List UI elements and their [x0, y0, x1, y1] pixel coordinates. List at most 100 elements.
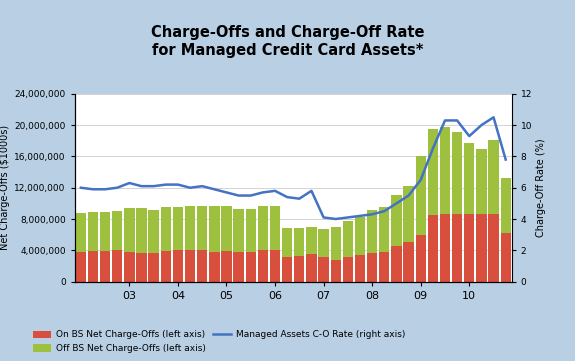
Bar	[258, 206, 268, 250]
Bar	[148, 253, 159, 282]
Managed Assets C-O Rate (right axis)	[90, 187, 97, 191]
Bar	[331, 227, 341, 260]
Bar	[416, 156, 426, 235]
Bar	[246, 209, 256, 252]
Bar	[185, 206, 196, 250]
Managed Assets C-O Rate (right axis)	[442, 118, 448, 123]
Bar	[367, 253, 377, 282]
Managed Assets C-O Rate (right axis)	[502, 157, 509, 162]
Managed Assets C-O Rate (right axis)	[235, 193, 242, 198]
Managed Assets C-O Rate (right axis)	[259, 190, 266, 195]
Bar	[464, 214, 474, 282]
Bar	[233, 209, 244, 252]
Bar	[112, 211, 122, 250]
Y-axis label: Net Charge-Offs ($1000s): Net Charge-Offs ($1000s)	[0, 125, 10, 250]
Bar	[355, 255, 365, 282]
Managed Assets C-O Rate (right axis)	[114, 186, 121, 190]
Managed Assets C-O Rate (right axis)	[454, 118, 461, 123]
Managed Assets C-O Rate (right axis)	[174, 182, 181, 187]
Bar	[172, 207, 183, 250]
Bar	[282, 257, 292, 282]
Bar	[124, 252, 135, 282]
Bar	[100, 251, 110, 282]
Bar	[306, 254, 317, 282]
Bar	[112, 250, 122, 282]
Bar	[391, 195, 401, 245]
Bar	[428, 215, 438, 282]
Managed Assets C-O Rate (right axis)	[417, 178, 424, 182]
Bar	[124, 208, 135, 252]
Managed Assets C-O Rate (right axis)	[162, 182, 169, 187]
Managed Assets C-O Rate (right axis)	[296, 196, 303, 201]
Bar	[172, 250, 183, 282]
Bar	[221, 206, 232, 251]
Bar	[416, 235, 426, 282]
Managed Assets C-O Rate (right axis)	[369, 212, 375, 217]
Bar	[306, 227, 317, 254]
Bar	[294, 256, 305, 282]
Bar	[331, 260, 341, 282]
Managed Assets C-O Rate (right axis)	[393, 201, 400, 205]
Managed Assets C-O Rate (right axis)	[478, 123, 485, 127]
Managed Assets C-O Rate (right axis)	[320, 215, 327, 219]
Bar	[160, 251, 171, 282]
Text: Charge-Offs and Charge-Off Rate
for Managed Credit Card Assets*: Charge-Offs and Charge-Off Rate for Mana…	[151, 25, 424, 58]
Bar	[258, 250, 268, 282]
Bar	[136, 253, 147, 282]
Bar	[76, 213, 86, 252]
Bar	[404, 243, 414, 282]
Bar	[488, 140, 499, 214]
Managed Assets C-O Rate (right axis)	[150, 184, 157, 188]
Bar	[197, 250, 208, 282]
Managed Assets C-O Rate (right axis)	[247, 193, 254, 198]
Bar	[404, 186, 414, 243]
Bar	[464, 143, 474, 214]
Bar	[100, 212, 110, 251]
Managed Assets C-O Rate (right axis)	[211, 187, 218, 191]
Bar	[270, 206, 280, 249]
Managed Assets C-O Rate (right axis)	[430, 147, 436, 151]
Managed Assets C-O Rate (right axis)	[126, 181, 133, 185]
Bar	[476, 149, 486, 214]
Bar	[355, 217, 365, 255]
Bar	[319, 229, 329, 257]
Bar	[282, 229, 292, 257]
Bar	[440, 127, 450, 214]
Bar	[185, 250, 196, 282]
Managed Assets C-O Rate (right axis)	[308, 189, 315, 193]
Bar	[476, 214, 486, 282]
Bar	[88, 251, 98, 282]
Bar	[428, 129, 438, 215]
Bar	[379, 207, 389, 252]
Bar	[500, 233, 511, 282]
Managed Assets C-O Rate (right axis)	[344, 215, 351, 219]
Managed Assets C-O Rate (right axis)	[223, 190, 230, 195]
Managed Assets C-O Rate (right axis)	[199, 184, 206, 188]
Managed Assets C-O Rate (right axis)	[405, 193, 412, 198]
Bar	[343, 221, 353, 257]
Managed Assets C-O Rate (right axis)	[332, 217, 339, 221]
Bar	[391, 245, 401, 282]
Managed Assets C-O Rate (right axis)	[490, 115, 497, 119]
Bar	[319, 257, 329, 282]
Line: Managed Assets C-O Rate (right axis): Managed Assets C-O Rate (right axis)	[81, 117, 505, 219]
Bar	[221, 251, 232, 282]
Bar	[246, 252, 256, 282]
Legend: On BS Net Charge-Offs (left axis), Off BS Net Charge-Offs (left axis), Managed A: On BS Net Charge-Offs (left axis), Off B…	[33, 330, 405, 353]
Bar	[209, 252, 220, 282]
Bar	[148, 210, 159, 253]
Bar	[367, 210, 377, 253]
Bar	[76, 252, 86, 282]
Bar	[294, 229, 305, 256]
Bar	[197, 206, 208, 250]
Managed Assets C-O Rate (right axis)	[381, 209, 388, 213]
Bar	[452, 214, 462, 282]
Managed Assets C-O Rate (right axis)	[78, 186, 85, 190]
Y-axis label: Charge-Off Rate (%): Charge-Off Rate (%)	[536, 138, 546, 237]
Bar	[440, 214, 450, 282]
Bar	[343, 257, 353, 282]
Bar	[209, 206, 220, 252]
Bar	[488, 214, 499, 282]
Managed Assets C-O Rate (right axis)	[102, 187, 109, 191]
Bar	[136, 208, 147, 253]
